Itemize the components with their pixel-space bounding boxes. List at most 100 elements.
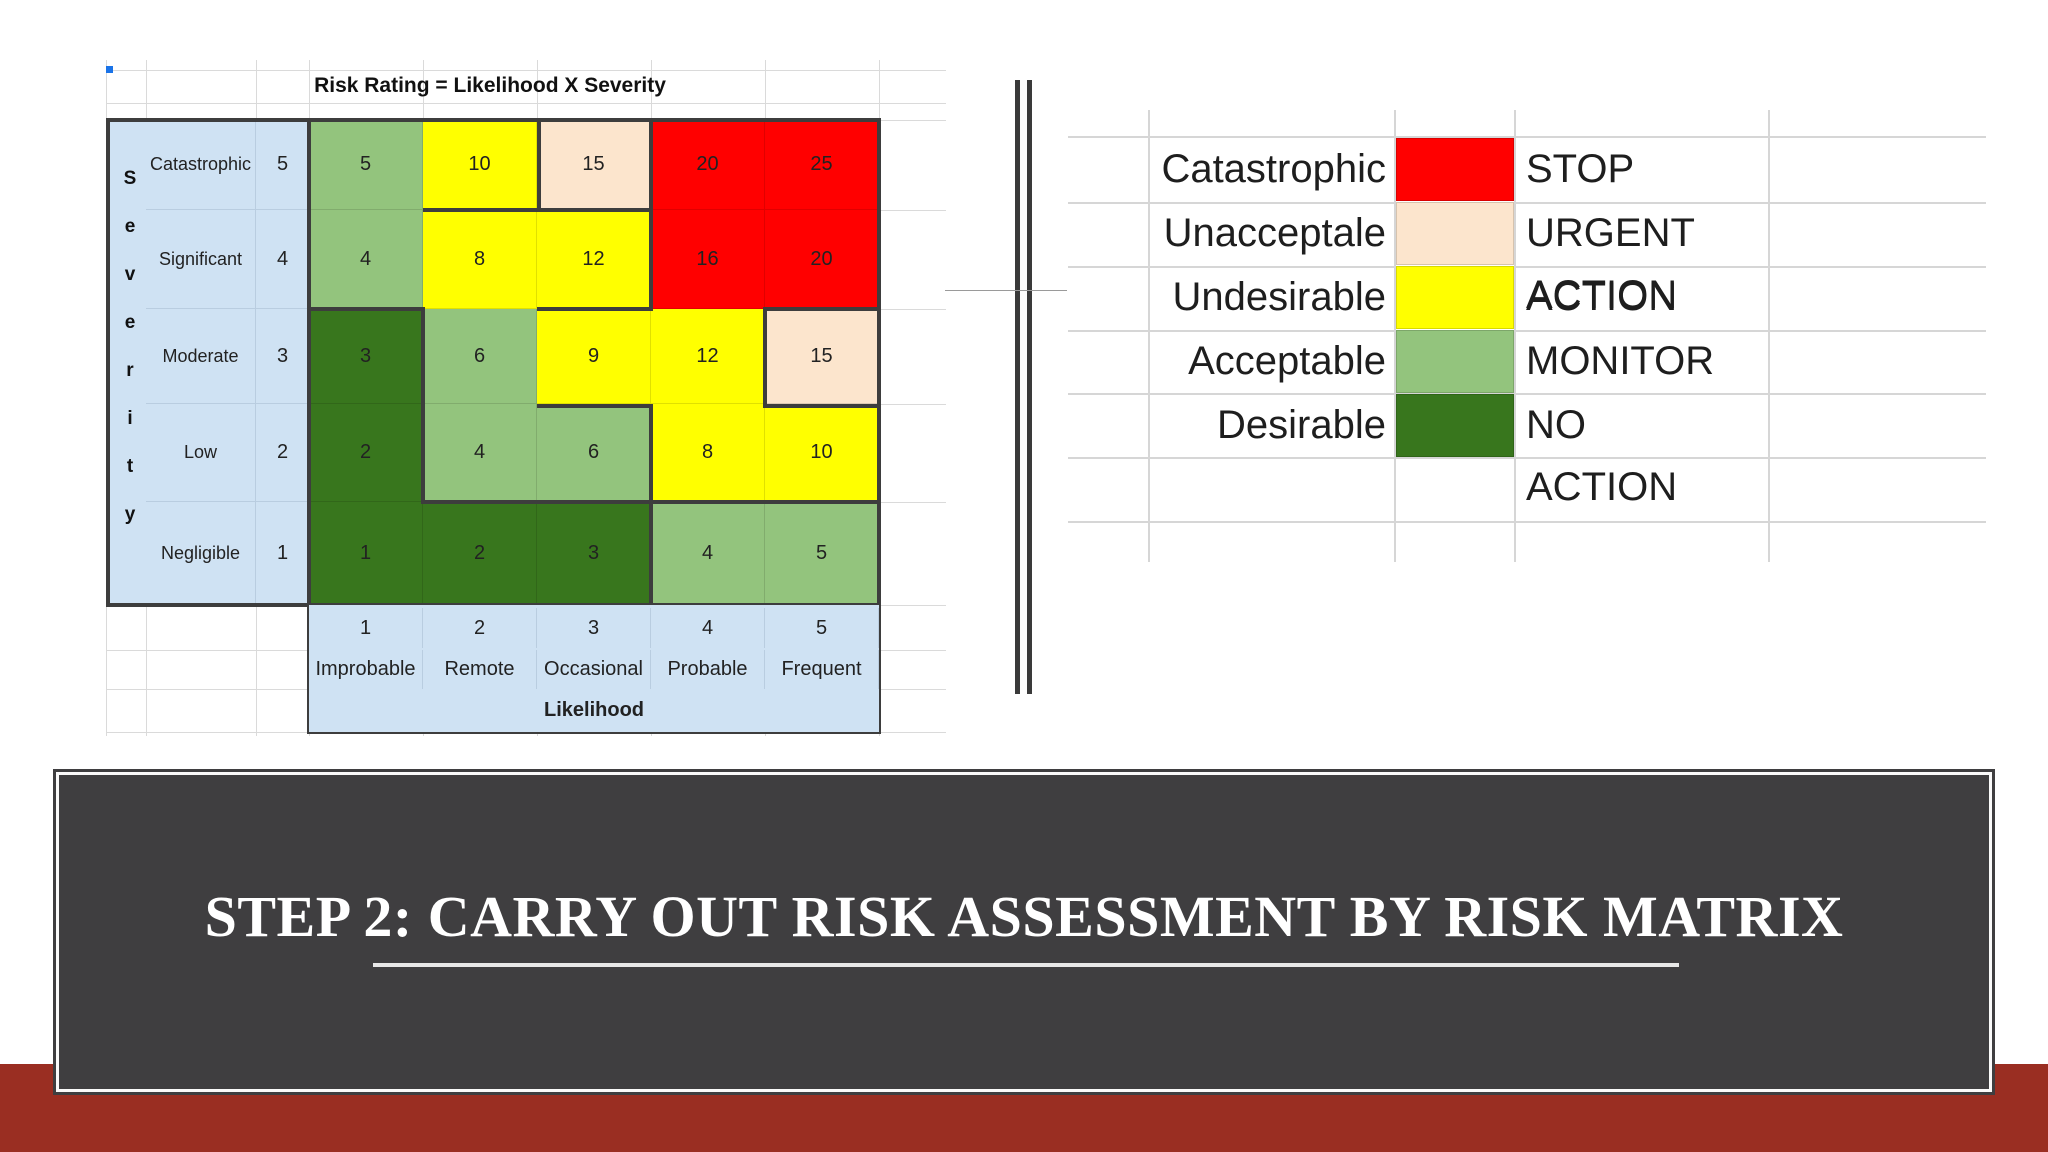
legend-action-label: STOP: [1526, 147, 1635, 191]
zone-border: [763, 404, 879, 408]
legend-gridline: [1394, 110, 1396, 562]
zone-border: [649, 500, 653, 605]
risk-cell: 25: [765, 120, 879, 210]
legend-severity-name: Unacceptale: [1163, 211, 1386, 255]
risk-cell: 9: [537, 309, 651, 404]
risk-cell: 10: [765, 404, 879, 502]
selection-handle-icon: [106, 66, 113, 73]
legend-color-swatch: [1396, 202, 1514, 265]
legend-color-swatch: [1396, 138, 1514, 201]
zone-border: [423, 208, 653, 212]
risk-cell: 15: [537, 120, 651, 210]
connector-line: [945, 290, 1067, 291]
likelihood-value: 5: [765, 608, 879, 648]
zone-border: [649, 404, 653, 504]
risk-cell: 4: [651, 502, 765, 605]
zone-border: [763, 307, 879, 311]
risk-cell: 6: [423, 309, 537, 404]
legend-severity-name: Catastrophic: [1161, 147, 1386, 191]
severity-letter: e: [124, 312, 136, 333]
risk-cell: 8: [423, 210, 537, 309]
likelihood-label: Probable: [651, 650, 765, 689]
risk-cell: 6: [537, 404, 651, 502]
risk-cell: 15: [765, 309, 879, 404]
risk-cell: 12: [651, 309, 765, 404]
risk-cell: 20: [765, 210, 879, 309]
zone-border: [106, 118, 881, 122]
likelihood-label: Improbable: [309, 650, 423, 689]
severity-value: 1: [256, 502, 309, 605]
zone-border: [537, 307, 653, 311]
severity-value: 2: [256, 404, 309, 502]
legend-gridline: [1068, 202, 1986, 204]
likelihood-value: 1: [309, 608, 423, 648]
banner-title: STEP 2: CARRY OUT RISK ASSESSMENT BY RIS…: [204, 884, 1844, 949]
risk-cell: 4: [309, 210, 423, 309]
legend-gridline: [1068, 393, 1986, 395]
zone-border: [106, 603, 312, 607]
legend-action-label: NO ACTION: [1526, 403, 1678, 509]
likelihood-label: Frequent: [765, 650, 879, 689]
risk-cell: 5: [765, 502, 879, 605]
gridline: [106, 70, 946, 71]
banner-underline: [373, 963, 1679, 967]
severity-label: Negligible: [146, 502, 256, 605]
legend-color-swatch: [1396, 330, 1514, 393]
zone-border: [307, 307, 423, 311]
severity-column: [110, 120, 146, 605]
severity-label: Low: [146, 404, 256, 502]
risk-cell: 1: [309, 502, 423, 605]
severity-letter: i: [127, 408, 133, 429]
severity-value: 3: [256, 309, 309, 404]
legend-gridline: [1148, 110, 1150, 562]
legend-action-label: ACTION: [1526, 275, 1678, 319]
legend-gridline: [1514, 110, 1516, 562]
legend-severity-name: Acceptable: [1188, 339, 1386, 383]
divider-line-right: [1027, 80, 1032, 694]
severity-letter: t: [126, 456, 134, 477]
zone-border: [537, 118, 541, 212]
severity-letter: e: [124, 216, 136, 237]
risk-cell: 10: [423, 120, 537, 210]
likelihood-value: 2: [423, 608, 537, 648]
legend-gridline: [1768, 110, 1770, 562]
risk-cell: 4: [423, 404, 537, 502]
risk-cell: 2: [423, 502, 537, 605]
zone-border: [763, 307, 767, 406]
severity-letter: y: [124, 504, 136, 525]
severity-label: Catastrophic: [146, 120, 256, 210]
severity-value: 5: [256, 120, 309, 210]
risk-cell: 20: [651, 120, 765, 210]
risk-cell: 12: [537, 210, 651, 309]
zone-border: [421, 307, 425, 504]
legend-severity-name: Undesirable: [1172, 275, 1386, 319]
likelihood-value: 4: [651, 608, 765, 648]
severity-value: 4: [256, 210, 309, 309]
zone-border: [537, 404, 653, 408]
legend-gridline: [1068, 521, 1986, 523]
risk-cell: 2: [309, 404, 423, 502]
title-banner: STEP 2: CARRY OUT RISK ASSESSMENT BY RIS…: [56, 772, 1992, 1092]
zone-border: [307, 118, 311, 734]
likelihood-label: Remote: [423, 650, 537, 689]
risk-cell: 16: [651, 210, 765, 309]
risk-cell: 3: [309, 309, 423, 404]
severity-label: Significant: [146, 210, 256, 309]
legend-action-label: URGENT ACTION: [1526, 211, 1695, 317]
zone-border: [877, 118, 881, 734]
divider-line-left: [1015, 80, 1020, 694]
zone-border: [307, 730, 881, 734]
severity-label: Moderate: [146, 309, 256, 404]
risk-cell: 8: [651, 404, 765, 502]
legend-severity-name: Desirable: [1217, 403, 1386, 447]
legend-color-swatch: [1396, 394, 1514, 457]
severity-letter: S: [123, 168, 137, 189]
legend-gridline: [1068, 457, 1986, 459]
risk-cell: 5: [309, 120, 423, 210]
legend-gridline: [1068, 266, 1986, 268]
severity-letter: v: [124, 264, 136, 285]
likelihood-label: Occasional: [537, 650, 651, 689]
risk-cell: 3: [537, 502, 651, 605]
legend-gridline: [1068, 136, 1986, 138]
